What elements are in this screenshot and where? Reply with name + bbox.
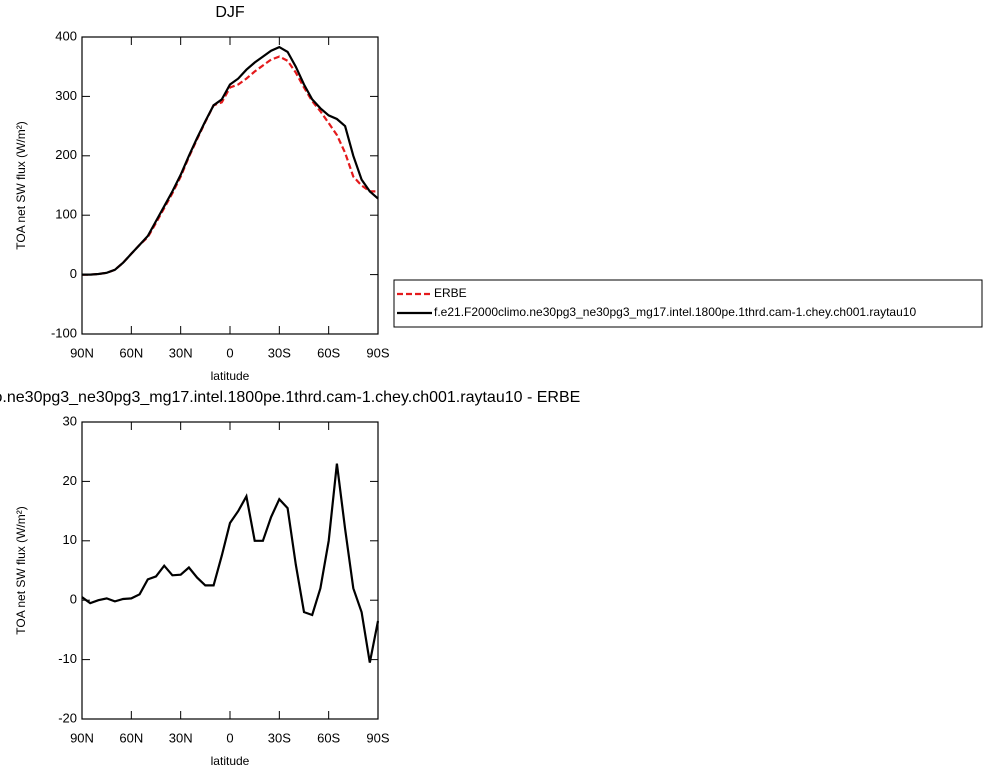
x-axis-label: latitude xyxy=(211,369,250,383)
x-tick-label: 90S xyxy=(366,730,389,745)
x-tick-label: 30S xyxy=(268,730,291,745)
y-tick-label: 0 xyxy=(70,266,77,281)
x-tick-label: 60N xyxy=(119,345,143,360)
series-line xyxy=(82,55,378,276)
y-tick-label: 200 xyxy=(55,147,77,162)
x-axis-label: latitude xyxy=(211,754,250,768)
legend-box xyxy=(393,279,983,328)
y-tick-label: 0 xyxy=(70,592,77,607)
y-tick-label: 20 xyxy=(63,473,77,488)
x-tick-label: 90N xyxy=(70,730,94,745)
y-tick-label: 30 xyxy=(63,413,77,428)
y-tick-label: -100 xyxy=(51,325,77,340)
x-tick-label: 60N xyxy=(119,730,143,745)
y-tick-label: 100 xyxy=(55,207,77,222)
series-line xyxy=(82,45,379,276)
x-tick-label: 90N xyxy=(70,345,94,360)
y-axis-label: TOA net SW flux (W/m²) xyxy=(14,121,28,249)
x-tick-label: 0 xyxy=(226,345,233,360)
x-tick-label: 30N xyxy=(169,730,193,745)
y-tick-label: 400 xyxy=(55,28,77,43)
legend-label: ERBE xyxy=(434,286,467,300)
y-tick-label: -20 xyxy=(58,710,77,725)
chart-title: DJF xyxy=(215,4,245,21)
y-tick-label: -10 xyxy=(58,651,77,666)
x-tick-label: 0 xyxy=(226,730,233,745)
x-tick-label: 60S xyxy=(317,345,340,360)
y-tick-label: 10 xyxy=(63,532,77,547)
x-tick-label: 30S xyxy=(268,345,291,360)
y-axis-label: TOA net SW flux (W/m²) xyxy=(14,506,28,634)
plot-frame xyxy=(81,36,379,335)
series-line xyxy=(81,463,380,663)
x-tick-label: 30N xyxy=(169,345,193,360)
y-tick-label: 300 xyxy=(55,88,77,103)
chart-title: f.e21.F2000climo.ne30pg3_ne30pg3_mg17.in… xyxy=(0,389,580,406)
x-tick-label: 60S xyxy=(317,730,340,745)
x-tick-label: 90S xyxy=(366,345,389,360)
plot-frame xyxy=(81,421,379,720)
legend-label: f.e21.F2000climo.ne30pg3_ne30pg3_mg17.in… xyxy=(434,305,916,319)
